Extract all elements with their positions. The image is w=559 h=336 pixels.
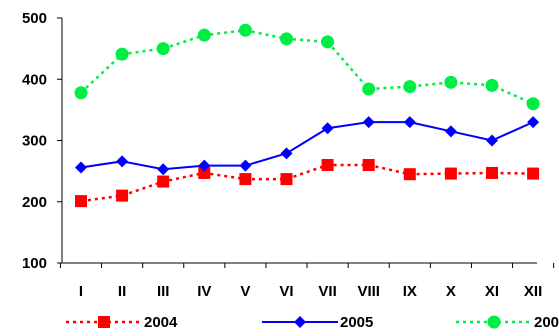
series-2005-point [280,147,293,160]
series-2006-point [444,75,458,89]
x-tick-label: XI [485,283,499,300]
y-tick-label: 400 [22,71,47,88]
series-2004-point [527,167,540,180]
series-2004-point [198,166,211,179]
y-tick-label: 200 [22,194,47,211]
series-2006-point [526,97,540,111]
series-2005-point [321,122,334,135]
x-tick-label: IV [197,283,211,300]
legend-marker-2005 [294,316,306,328]
series-2005-point [486,134,498,147]
x-tick-label: XII [524,283,542,300]
series-2004-point [403,168,416,181]
series-2004-point [157,175,170,188]
series-2006-line [80,28,534,105]
series-2004-point [362,159,375,171]
x-tick-label: IX [403,283,417,300]
x-tick-label: VIII [357,283,380,300]
series-2006-point [485,78,499,92]
legend-marker-2006 [487,315,501,329]
x-tick-label: II [118,283,126,300]
series-2005-point [403,116,416,129]
x-tick-label: III [157,283,170,300]
series-2004-point [239,173,252,186]
legend-label-2006: 2006 [534,314,559,331]
legend: 2004 2005 2006 [66,314,559,331]
y-tick-label: 300 [22,133,47,150]
series-2005-point [116,155,129,168]
series-2005-point [157,163,170,176]
series-2005-line [80,121,534,171]
series-2004-line [80,163,534,203]
series-2006-point [280,32,293,46]
series-2004-point [75,195,87,208]
legend-label-2005: 2005 [340,314,373,331]
series-2005-point [239,159,252,172]
series-2005-point [527,116,540,129]
legend-label-2004: 2004 [144,314,178,331]
series-2006-point [403,80,417,94]
series-2006-point [321,35,335,49]
series-2004-point [444,167,457,180]
series-2006-point [362,82,376,96]
series-2006-point [115,47,129,61]
x-tick-label: VI [279,283,293,300]
series-2004-point [486,166,498,179]
y-tick-label: 500 [22,10,47,27]
x-tick-label: VII [318,283,336,300]
x-tick-label: I [79,283,83,300]
series-2005-point [362,116,375,129]
x-tick-label: X [446,283,456,300]
series-2006-point [156,42,170,56]
x-tick-label: V [240,283,250,300]
series-2005-point [444,125,457,138]
series-2006-point [197,28,211,42]
series-2004-point [321,159,334,171]
series-2005-point [75,161,87,174]
series-2004-point [280,173,293,186]
legend-marker-2004 [98,316,110,328]
series-2005-point [198,159,211,172]
series-2006-point [238,23,252,37]
y-tick-label: 100 [22,255,47,272]
series-2004-point [116,189,129,202]
series-2006-point [74,86,88,100]
